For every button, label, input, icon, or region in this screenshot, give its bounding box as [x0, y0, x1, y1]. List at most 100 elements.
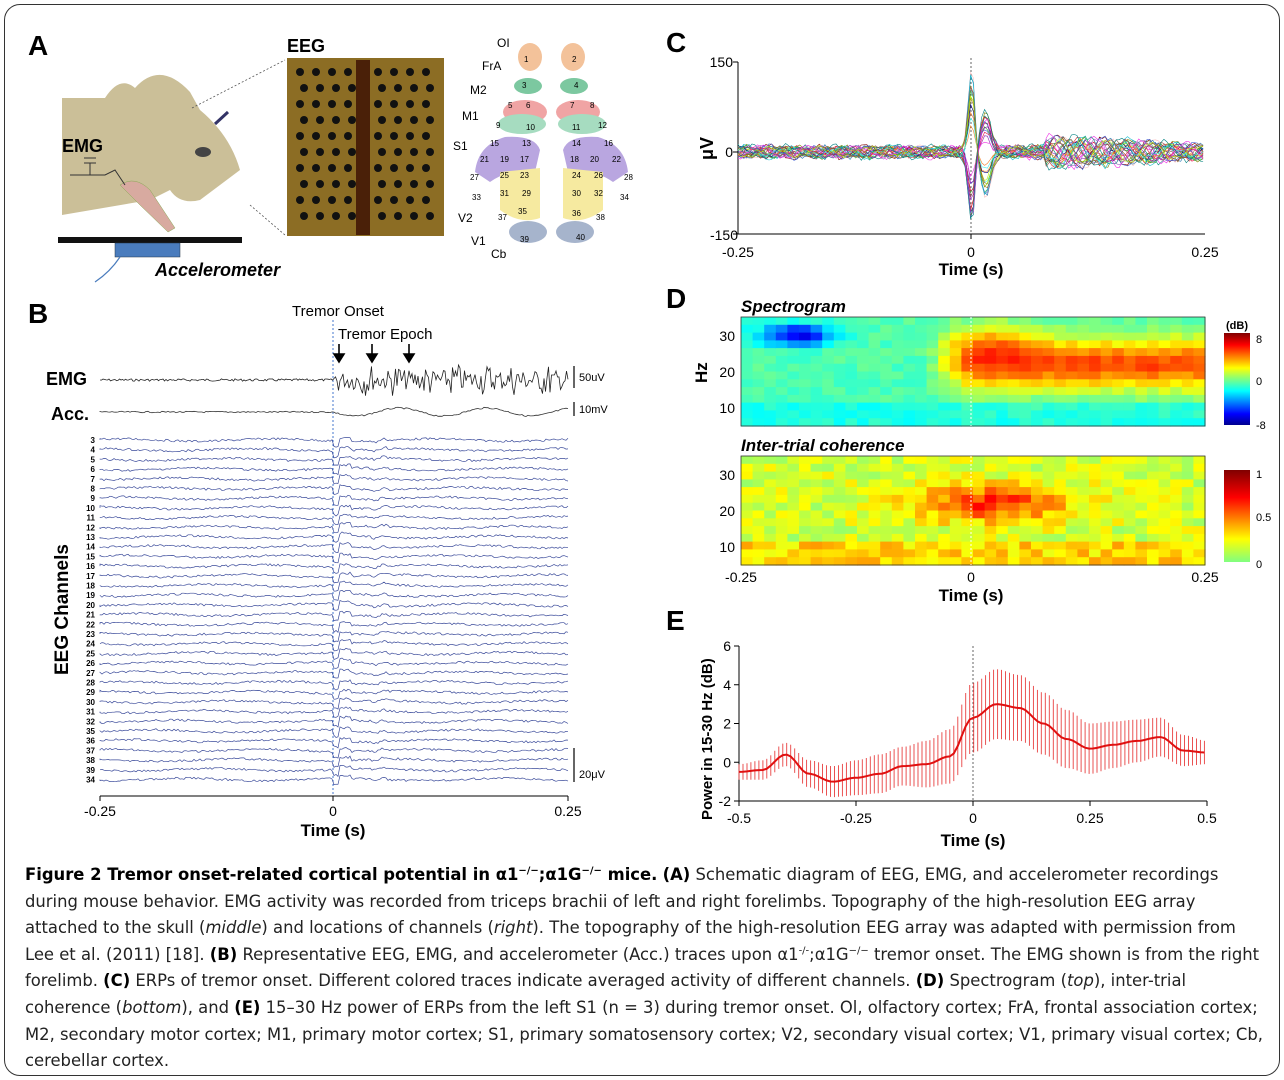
heatmap-cell: [1042, 332, 1055, 341]
heatmap-cell: [764, 387, 777, 396]
heatmap-cell: [775, 502, 788, 512]
heatmap-cell: [741, 332, 754, 341]
b-xtick: 0: [329, 803, 337, 819]
eeg-trace: [99, 504, 569, 517]
heatmap-cell: [799, 510, 812, 519]
heatmap-cell: [880, 487, 893, 496]
electrode-dot: [348, 212, 356, 220]
e-xlabel: Time (s): [941, 831, 1006, 850]
heatmap-cell: [880, 456, 893, 465]
heatmap-cell: [1031, 317, 1044, 326]
heatmap-cell: [938, 487, 951, 496]
heatmap-cell: [1065, 533, 1078, 543]
e-ytick-label: 4: [723, 677, 731, 693]
caption-italic: top: [1067, 971, 1094, 991]
heatmap-cell: [752, 324, 765, 334]
heatmap-cell: [938, 355, 951, 365]
heatmap-cell: [1112, 533, 1125, 543]
heatmap-cell: [915, 394, 928, 404]
heatmap-cell: [938, 317, 951, 326]
heatmap-cell: [1147, 410, 1160, 419]
tremor-epoch-arrows: [332, 344, 416, 364]
heatmap-cell: [741, 479, 754, 488]
heatmap-cell: [926, 348, 939, 357]
heatmap-cell: [1042, 526, 1055, 535]
electrode-dot: [328, 196, 336, 204]
heatmap-cell: [1007, 410, 1020, 419]
heatmap-cell: [1100, 471, 1113, 480]
heatmap-cell: [1019, 355, 1032, 365]
heatmap-cell: [1170, 471, 1183, 480]
heatmap-cell: [996, 549, 1009, 558]
eeg-trace: [99, 688, 569, 700]
heatmap-cell: [1077, 502, 1090, 512]
heatmap-cell: [1077, 394, 1090, 404]
heatmap-cell: [938, 494, 951, 504]
electrode-dot: [296, 164, 304, 172]
heatmap-cell: [833, 379, 846, 388]
heatmap-cell: [996, 363, 1009, 373]
heatmap-cell: [799, 518, 812, 527]
e-error-bars: [738, 669, 1205, 798]
heatmap-cell: [833, 518, 846, 527]
heatmap-cell: [1054, 518, 1067, 527]
channel-number: 39: [520, 235, 529, 244]
heatmap-cell: [961, 387, 974, 396]
heatmap-cell: [1123, 549, 1136, 558]
heatmap-cell: [915, 332, 928, 341]
eeg-channel-label: 29: [86, 688, 95, 697]
heatmap-cell: [1135, 557, 1148, 566]
region-v1-left: [509, 221, 547, 243]
heatmap-cell: [1077, 418, 1090, 427]
channel-number: 11: [572, 123, 581, 132]
heatmap-cell: [868, 402, 881, 411]
heatmap-cell: [1065, 479, 1078, 488]
itc-heatmap: [741, 456, 1206, 566]
heatmap-cell: [996, 518, 1009, 527]
heatmap-cell: [822, 533, 835, 543]
heatmap-cell: [845, 557, 858, 566]
electrode-dot: [316, 148, 324, 156]
heatmap-cell: [915, 324, 928, 334]
heatmap-cell: [1019, 418, 1032, 427]
heatmap-cell: [1170, 410, 1183, 419]
heatmap-cell: [891, 418, 904, 427]
heatmap-cell: [868, 324, 881, 334]
heatmap-cell: [775, 463, 788, 473]
heatmap-cell: [984, 371, 997, 380]
heatmap-cell: [787, 471, 800, 480]
heatmap-cell: [891, 387, 904, 396]
zoom-line: [191, 59, 286, 109]
heatmap-cell: [1054, 340, 1067, 349]
heatmap-cell: [949, 494, 962, 504]
itc-frame: [740, 455, 1206, 566]
heatmap-cell: [880, 363, 893, 373]
heatmap-cell: [1170, 355, 1183, 365]
heatmap-cell: [880, 371, 893, 380]
colorbar-db-unit: (dB): [1226, 320, 1248, 332]
heatmap-cell: [1042, 502, 1055, 512]
heatmap-cell: [764, 541, 777, 550]
channel-number: 28: [624, 173, 633, 182]
heatmap-cell: [1077, 371, 1090, 380]
heatmap-cell: [1123, 410, 1136, 419]
heatmap-cell: [810, 387, 823, 396]
mouse-illustration: [62, 74, 240, 215]
heatmap-cell: [1135, 355, 1148, 365]
heatmap-cell: [1147, 363, 1160, 373]
heatmap-cell: [949, 557, 962, 566]
heatmap-cell: [996, 418, 1009, 427]
b-xtick: 0.25: [554, 803, 581, 819]
heatmap-cell: [996, 348, 1009, 357]
heatmap-cell: [1100, 379, 1113, 388]
heatmap-cell: [1181, 510, 1194, 519]
heatmap-cell: [764, 557, 777, 566]
heatmap-cell: [810, 487, 823, 496]
heatmap-cell: [1065, 557, 1078, 566]
heatmap-cell: [1019, 332, 1032, 341]
heatmap-cell: [1019, 402, 1032, 411]
electrode-dot: [394, 148, 402, 156]
electrode-dot: [394, 84, 402, 92]
heatmap-cell: [1123, 371, 1136, 380]
erp-trace: [737, 85, 1204, 188]
